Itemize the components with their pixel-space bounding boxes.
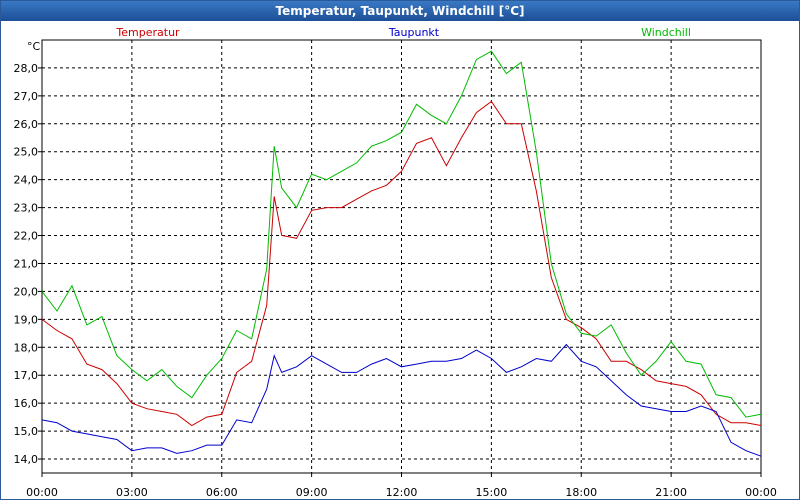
x-tick-time: 00:00 — [26, 486, 58, 499]
y-tick-label: 28,0 — [14, 62, 39, 75]
x-tick-time: 21:00 — [655, 486, 687, 499]
y-tick-label: 17,0 — [14, 369, 39, 382]
x-tick-time: 18:00 — [565, 486, 597, 499]
y-tick-label: 22,0 — [14, 230, 39, 243]
y-tick-label: 25,0 — [14, 146, 39, 159]
window-title: Temperatur, Taupunkt, Windchill [°C] — [1, 1, 799, 21]
legend-windchill: Windchill — [641, 26, 691, 39]
y-tick-label: 26,0 — [14, 118, 39, 131]
x-tick-time: 15:00 — [476, 486, 508, 499]
y-tick-label: 16,0 — [14, 397, 39, 410]
y-tick-label: 23,0 — [14, 202, 39, 215]
y-tick-label: 27,0 — [14, 90, 39, 103]
plot-frame — [41, 39, 762, 474]
y-tick-label: 18,0 — [14, 341, 39, 354]
x-tick-time: 12:00 — [386, 486, 418, 499]
x-tick-time: 03:00 — [116, 486, 148, 499]
x-tick-time: 06:00 — [206, 486, 238, 499]
y-axis-unit: °C — [27, 40, 41, 53]
y-tick-label: 14,0 — [14, 453, 39, 466]
legend-taupunkt: Taupunkt — [388, 26, 440, 39]
chart-area: 14,0 15,0 16,0 17,0 18,0 19,0 20,0 21,0 22,0 23,0… — [14, 26, 777, 499]
y-tick-label: 24,0 — [14, 174, 39, 187]
series-line-windchill — [41, 50, 762, 418]
x-tick-time: 00:00 — [745, 486, 777, 499]
legend-temperatur: Temperatur — [115, 26, 180, 39]
x-tick-time: 09:00 — [296, 486, 328, 499]
y-tick-label: 20,0 — [14, 285, 39, 298]
y-tick-label: 21,0 — [14, 257, 39, 270]
y-tick-label: 19,0 — [14, 313, 39, 326]
y-tick-label: 15,0 — [14, 425, 39, 438]
series-line-taupunkt — [41, 343, 762, 457]
series-line-temperatur — [41, 100, 762, 427]
